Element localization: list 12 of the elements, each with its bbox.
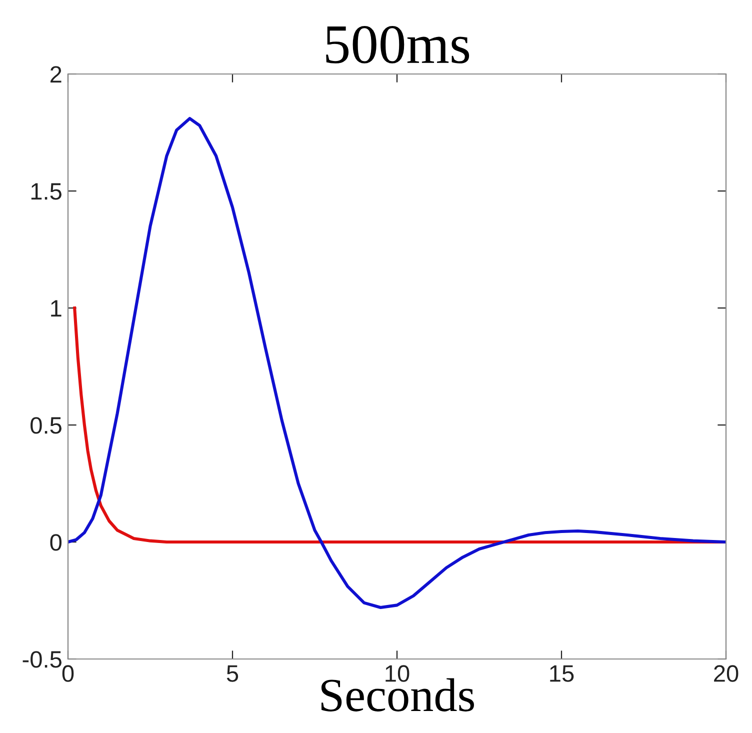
x-tick-label: 20 bbox=[714, 665, 738, 682]
line-series bbox=[68, 116, 726, 610]
y-tick-label: 1.5 bbox=[31, 183, 62, 200]
y-tick-label: 0.5 bbox=[30, 417, 62, 434]
y-tick-label: 1 bbox=[51, 300, 62, 317]
x-tick-label: 5 bbox=[226, 665, 238, 682]
chart-title: 500ms bbox=[326, 26, 470, 64]
x-tick-label: 15 bbox=[550, 665, 574, 682]
y-tick-label: 2 bbox=[50, 66, 62, 83]
y-tick-label: 0 bbox=[50, 534, 62, 551]
y-tick-label: -0.5 bbox=[22, 651, 62, 668]
x-tick-label: 0 bbox=[62, 665, 74, 682]
